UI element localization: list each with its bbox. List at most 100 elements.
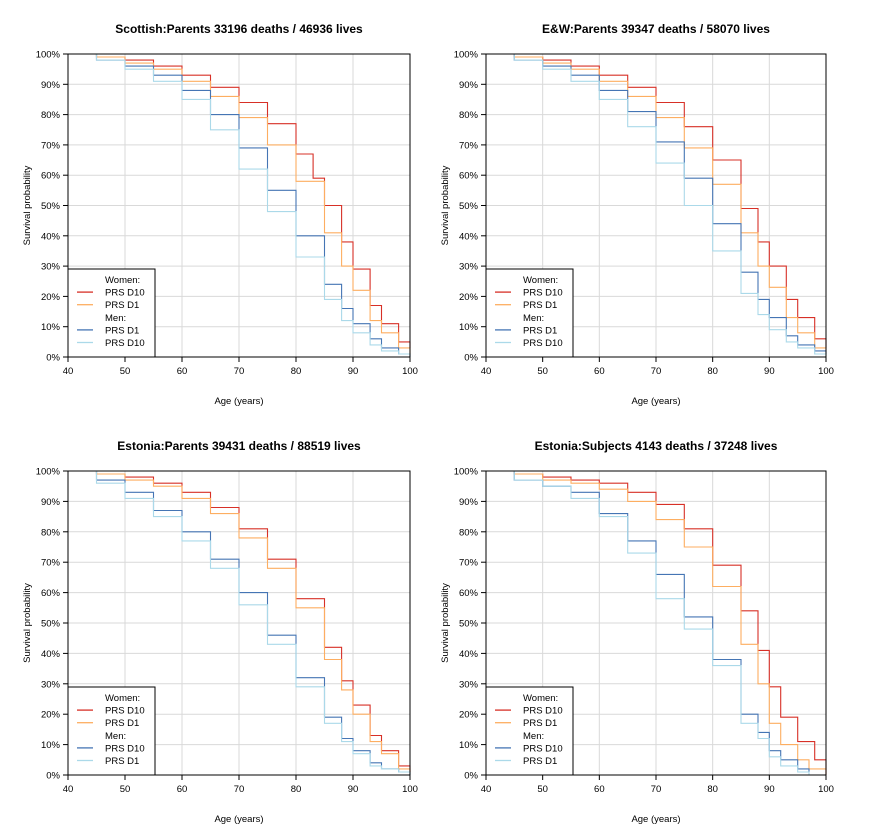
x-tick-label: 60 <box>594 366 605 377</box>
legend-label: PRS D1 <box>523 300 557 311</box>
y-tick-label: 0% <box>46 353 60 364</box>
x-tick-label: 60 <box>177 366 188 377</box>
chart-panel-1: Scottish:Parents 33196 deaths / 46936 li… <box>22 22 418 407</box>
y-tick-label: 50% <box>41 619 61 630</box>
legend-label: PRS D1 <box>523 718 557 729</box>
legend-label: PRS D1 <box>105 325 139 336</box>
chart-title: Scottish:Parents 33196 deaths / 46936 li… <box>115 22 363 36</box>
y-tick-label: 80% <box>459 527 479 538</box>
x-axis-label: Age (years) <box>631 814 680 825</box>
legend-label: PRS D1 <box>523 756 557 767</box>
x-tick-label: 70 <box>234 366 245 377</box>
series-line-men-prs-d1 <box>486 470 810 775</box>
x-axis-label: Age (years) <box>214 814 263 825</box>
x-tick-label: 90 <box>348 784 359 795</box>
y-tick-label: 70% <box>41 558 61 569</box>
x-tick-label: 40 <box>481 784 492 795</box>
y-tick-label: 0% <box>46 771 60 782</box>
chart-title: E&W:Parents 39347 deaths / 58070 lives <box>542 22 770 36</box>
y-axis-label: Survival probability <box>440 165 451 245</box>
y-tick-label: 100% <box>454 50 479 61</box>
y-tick-label: 40% <box>459 649 479 660</box>
chart-title: Estonia:Parents 39431 deaths / 88519 liv… <box>117 439 361 453</box>
legend-label: PRS D1 <box>105 300 139 311</box>
y-tick-label: 90% <box>459 80 479 91</box>
y-tick-label: 40% <box>41 231 61 242</box>
legend-label: PRS D1 <box>105 718 139 729</box>
x-tick-label: 50 <box>120 784 131 795</box>
x-tick-label: 60 <box>594 784 605 795</box>
x-tick-label: 80 <box>291 366 302 377</box>
series-line-women-prs-d1 <box>68 53 411 354</box>
x-tick-label: 80 <box>291 784 302 795</box>
y-tick-label: 80% <box>459 110 479 121</box>
y-tick-label: 40% <box>41 649 61 660</box>
y-tick-label: 30% <box>41 679 61 690</box>
y-tick-label: 100% <box>454 467 479 478</box>
chart-panel-2: E&W:Parents 39347 deaths / 58070 lives 40… <box>440 22 834 407</box>
legend-heading: Women: <box>105 693 140 704</box>
y-axis-label: Survival probability <box>440 583 451 663</box>
legend-heading: Men: <box>523 313 544 324</box>
x-tick-label: 50 <box>537 366 548 377</box>
x-tick-label: 70 <box>651 366 662 377</box>
y-tick-label: 80% <box>41 110 61 121</box>
legend-label: PRS D10 <box>523 338 563 349</box>
y-tick-label: 20% <box>41 292 61 303</box>
legend-heading: Women: <box>523 693 558 704</box>
y-tick-label: 10% <box>459 322 479 333</box>
series-line-women-prs-d10 <box>486 53 827 348</box>
y-tick-label: 60% <box>41 588 61 599</box>
chart-panel-3: Estonia:Parents 39431 deaths / 88519 liv… <box>22 439 418 825</box>
y-tick-label: 80% <box>41 527 61 538</box>
y-tick-label: 0% <box>464 353 478 364</box>
x-tick-label: 80 <box>707 366 718 377</box>
x-tick-label: 40 <box>63 366 74 377</box>
y-tick-label: 0% <box>464 771 478 782</box>
legend-label: PRS D10 <box>105 743 145 754</box>
x-tick-label: 90 <box>764 784 775 795</box>
x-tick-label: 60 <box>177 784 188 795</box>
x-tick-label: 80 <box>707 784 718 795</box>
x-tick-label: 70 <box>651 784 662 795</box>
legend-heading: Men: <box>105 731 126 742</box>
chart-panel-4: Estonia:Subjects 4143 deaths / 37248 liv… <box>440 439 834 825</box>
y-tick-label: 20% <box>459 292 479 303</box>
legend-label: PRS D1 <box>523 325 557 336</box>
y-tick-label: 70% <box>459 558 479 569</box>
y-tick-label: 50% <box>41 201 61 212</box>
x-axis-label: Age (years) <box>631 396 680 407</box>
y-axis-label: Survival probability <box>22 583 33 663</box>
y-tick-label: 40% <box>459 231 479 242</box>
y-tick-label: 30% <box>459 679 479 690</box>
y-tick-label: 10% <box>41 322 61 333</box>
y-tick-label: 70% <box>41 140 61 151</box>
series-line-women-prs-d1 <box>486 53 827 351</box>
y-tick-label: 70% <box>459 140 479 151</box>
series-line-men-prs-d1 <box>486 53 827 354</box>
y-tick-label: 60% <box>459 171 479 182</box>
legend-label: PRS D10 <box>523 706 563 717</box>
legend-heading: Women: <box>523 275 558 286</box>
y-tick-label: 90% <box>41 497 61 508</box>
series-line-women-prs-d10 <box>68 470 411 772</box>
series-line-men-prs-d10 <box>68 53 411 357</box>
series-line-men-prs-d1 <box>68 470 411 775</box>
legend-label: PRS D10 <box>105 288 145 299</box>
legend-label: PRS D10 <box>523 288 563 299</box>
series-line-men-prs-d10 <box>68 470 411 775</box>
y-tick-label: 20% <box>459 710 479 721</box>
legend-heading: Women: <box>105 275 140 286</box>
y-tick-label: 90% <box>459 497 479 508</box>
series-line-women-prs-d10 <box>486 470 827 775</box>
legend-heading: Men: <box>523 731 544 742</box>
x-tick-label: 50 <box>120 366 131 377</box>
series-line-women-prs-d1 <box>68 470 411 772</box>
y-tick-label: 20% <box>41 710 61 721</box>
x-axis-label: Age (years) <box>214 396 263 407</box>
x-tick-label: 40 <box>481 366 492 377</box>
legend-label: PRS D1 <box>105 756 139 767</box>
